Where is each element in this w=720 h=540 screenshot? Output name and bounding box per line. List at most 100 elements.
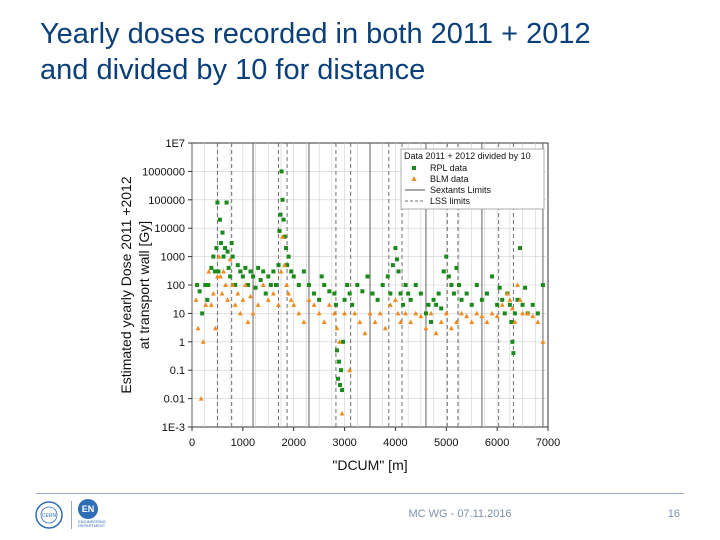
blm-data-point xyxy=(245,319,251,324)
blm-data-point xyxy=(517,297,523,302)
rpl-data-point xyxy=(220,230,225,235)
y-tick-label: 1000 xyxy=(161,252,185,264)
y-tick-label: 10000 xyxy=(154,223,185,235)
page-number: 16 xyxy=(667,508,680,520)
x-tick-label: 1000 xyxy=(231,437,255,449)
blm-data-point xyxy=(520,310,525,316)
rpl-data-point xyxy=(261,269,266,274)
blm-data-point xyxy=(428,310,434,316)
blm-data-point xyxy=(208,302,214,307)
rpl-data-point xyxy=(327,289,332,294)
rpl-data-point xyxy=(296,283,301,287)
blm-data-point xyxy=(530,313,536,319)
blm-data-point xyxy=(225,297,230,302)
blm-data-point xyxy=(291,302,297,307)
blm-data-point xyxy=(200,339,206,344)
rpl-data-point xyxy=(370,291,375,296)
rpl-data-point xyxy=(289,269,294,274)
rpl-data-point xyxy=(205,297,210,302)
rpl-data-point xyxy=(441,269,446,274)
rpl-data-point xyxy=(253,285,258,290)
blm-data-point xyxy=(337,339,342,344)
blm-data-point xyxy=(321,319,327,324)
blm-data-point xyxy=(219,290,225,296)
rpl-data-point xyxy=(258,277,263,282)
x-tick-label: 7000 xyxy=(536,437,560,449)
rpl-data-point xyxy=(490,274,495,279)
blm-data-point xyxy=(230,282,236,287)
legend-blm-marker xyxy=(411,176,417,181)
blm-data-point xyxy=(479,313,485,319)
rpl-data-point xyxy=(203,283,208,287)
blm-data-point xyxy=(507,297,513,302)
rpl-data-point xyxy=(251,274,256,279)
blm-data-point xyxy=(296,310,302,316)
axes: 0 1000 2000 3000 4000 5000 6000 7000 1E-3 0.01 0.1… xyxy=(142,138,560,449)
legend-blm-label: BLM data xyxy=(430,174,469,184)
x-tick-label: 5000 xyxy=(434,437,458,449)
rpl-data-point xyxy=(345,283,350,287)
legend-box xyxy=(400,148,545,210)
blm-data-point xyxy=(352,310,358,316)
rpl-data-point xyxy=(500,297,505,302)
rpl-data-point xyxy=(454,265,459,270)
rpl-data-point xyxy=(540,283,545,287)
blm-data-point xyxy=(454,319,459,324)
logo-divider xyxy=(71,501,72,529)
rpl-data-point xyxy=(335,376,340,381)
rpl-data-point xyxy=(340,388,345,393)
rpl-data-point xyxy=(214,246,219,251)
rpl-data-point xyxy=(256,265,261,270)
blm-data-point xyxy=(398,319,403,324)
rpl-data-point xyxy=(312,291,317,296)
blm-data-point xyxy=(474,310,480,316)
rpl-data-point xyxy=(495,302,500,307)
rpl-data-point xyxy=(365,274,370,279)
rpl-data-point xyxy=(282,234,287,239)
slide-title: Yearly doses recorded in both 2011 + 201… xyxy=(40,16,700,88)
rpl-data-point xyxy=(233,283,238,287)
blm-data-point xyxy=(210,290,216,296)
rpl-data-point xyxy=(396,269,401,274)
rpl-data-point xyxy=(280,197,285,202)
rpl-data-point xyxy=(229,241,234,246)
blm-data-point xyxy=(403,310,408,316)
blm-data-point xyxy=(387,302,393,307)
rpl-data-point xyxy=(398,291,403,296)
rpl-data-point xyxy=(306,283,311,287)
rpl-data-point xyxy=(225,249,230,254)
y-tick-label: 100 xyxy=(167,280,185,292)
rpl-data-point xyxy=(530,302,535,307)
blm-data-point xyxy=(515,282,520,287)
rpl-data-point xyxy=(268,283,273,287)
blm-data-point xyxy=(223,282,228,287)
blm-data-point xyxy=(218,273,223,279)
rpl-data-point xyxy=(474,283,479,287)
rpl-data-point xyxy=(535,311,540,316)
rpl-data-point xyxy=(284,246,289,251)
blm-data-point xyxy=(240,297,246,302)
rpl-data-point xyxy=(408,297,413,302)
blm-data-point xyxy=(206,268,212,274)
rpl-data-point xyxy=(518,246,523,251)
rpl-data-point xyxy=(350,302,355,307)
y-tick-label: 0.01 xyxy=(164,394,185,406)
legend-lss-label: LSS limits xyxy=(430,196,471,206)
blm-data-point xyxy=(280,234,285,239)
x-tick-label: 3000 xyxy=(332,437,356,449)
rpl-data-point xyxy=(502,311,507,316)
rpl-data-point xyxy=(245,283,250,287)
blm-data-point xyxy=(413,310,419,316)
blm-data-point xyxy=(408,319,414,324)
rpl-data-point xyxy=(375,297,380,302)
y-tick-label: 1E7 xyxy=(165,138,185,150)
rpl-data-point xyxy=(240,274,245,279)
en-logo-caption: ENGINEERING DEPARTMENT xyxy=(78,519,107,528)
blm-data-point xyxy=(282,262,287,268)
rpl-data-point xyxy=(469,302,474,307)
rpl-data-point xyxy=(459,297,464,302)
rpl-data-point xyxy=(515,297,520,302)
rpl-data-point xyxy=(197,289,202,294)
rpl-data-point xyxy=(444,254,449,259)
